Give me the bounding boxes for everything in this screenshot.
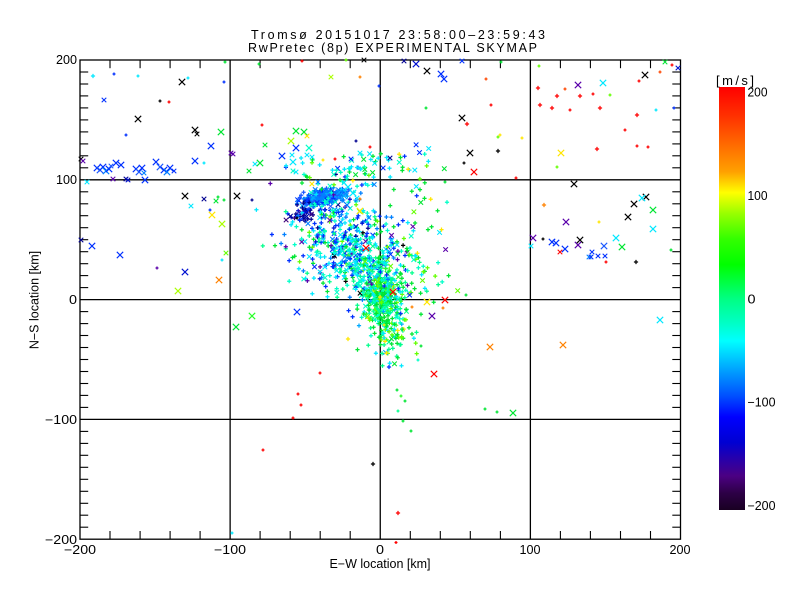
svg-text:−100: −100 (748, 396, 776, 410)
svg-text:−100: −100 (214, 543, 246, 557)
svg-text:−200: −200 (64, 543, 96, 557)
svg-text:Tromsø 20151017 23:58:00–23:59: Tromsø 20151017 23:58:00–23:59:43 (251, 28, 545, 42)
svg-text:[m/s]: [m/s] (716, 73, 754, 88)
svg-text:RwPretec (8p) EXPERIMENTAL SKY: RwPretec (8p) EXPERIMENTAL SKYMAP (248, 41, 537, 55)
svg-text:200: 200 (670, 543, 691, 557)
svg-text:100: 100 (520, 543, 541, 557)
svg-text:N−S location [km]: N−S location [km] (28, 251, 42, 349)
svg-text:−200: −200 (45, 533, 77, 547)
svg-text:100: 100 (748, 189, 768, 203)
svg-text:0: 0 (69, 293, 77, 307)
svg-text:0: 0 (376, 543, 384, 557)
svg-text:0: 0 (748, 292, 756, 306)
svg-text:−100: −100 (45, 413, 77, 427)
svg-text:E−W location [km]: E−W location [km] (329, 557, 430, 571)
svg-text:200: 200 (748, 86, 768, 100)
svg-text:100: 100 (56, 173, 77, 187)
svg-text:−200: −200 (748, 499, 776, 513)
svg-text:200: 200 (56, 53, 77, 67)
